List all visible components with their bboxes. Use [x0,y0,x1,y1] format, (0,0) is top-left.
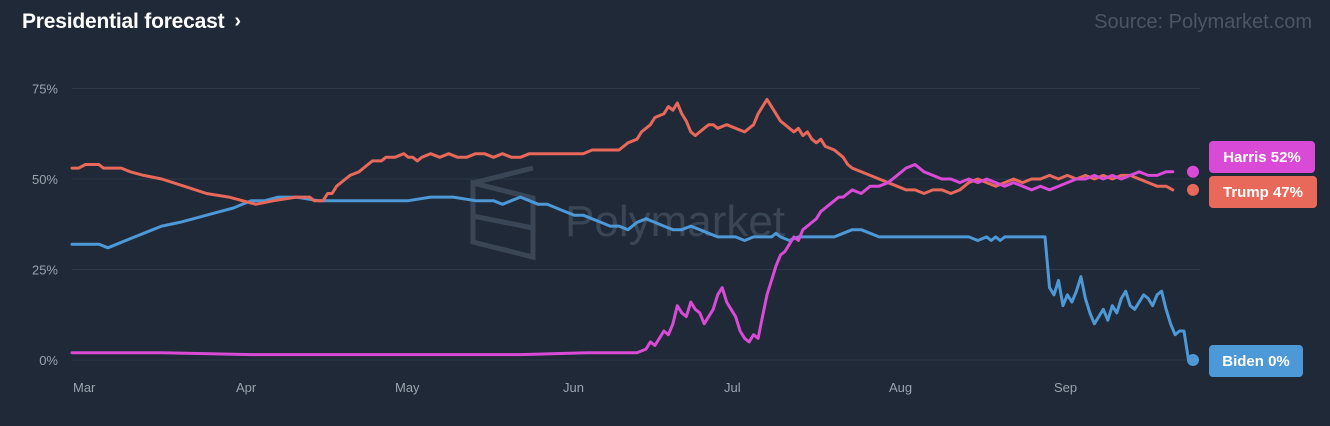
series-line-harris [70,163,1175,357]
series-end-dot-biden [1187,354,1199,366]
series-end-label-text: Harris 52% [1223,149,1301,166]
x-axis-ticks: Mar Apr May Jun Jul Aug Sep [73,380,1077,395]
chart-title[interactable]: Presidential forecast [22,10,225,33]
x-tick-label: May [395,380,420,395]
source-label: Source: Polymarket.com [1094,11,1312,33]
chevron-right-icon[interactable]: › [234,10,242,32]
series-end-label-biden: Biden 0% [1209,345,1303,377]
series-end-dot-trump [1187,183,1199,196]
x-tick-label: Jul [724,380,741,395]
y-tick-label: 75% [32,82,58,97]
y-tick-label: 50% [32,172,58,187]
x-tick-label: Jun [563,380,584,395]
x-tick-label: Aug [889,380,912,395]
series-end-dot-harris [1187,165,1199,178]
y-tick-label: 25% [32,263,58,278]
series-end-label-text: Biden 0% [1222,353,1290,370]
chart-header[interactable]: Presidential forecast › [22,10,241,34]
x-tick-label: Apr [236,380,257,395]
series-lines [70,97,1195,362]
series-line-trump [70,97,1175,206]
x-tick-label: Mar [73,380,96,395]
watermark: Polymarket [470,165,785,261]
series-end-labels: Trump 47% Harris 52% Biden 0% [1187,141,1317,377]
x-tick-label: Sep [1054,380,1077,395]
y-tick-label: 0% [39,353,58,368]
y-axis-ticks: 0% 25% 50% 75% [32,82,58,369]
series-end-label-harris: Harris 52% [1209,141,1315,173]
polymarket-logo-icon [470,165,536,261]
series-end-label-text: Trump 47% [1223,184,1303,201]
series-end-label-trump: Trump 47% [1209,176,1317,208]
